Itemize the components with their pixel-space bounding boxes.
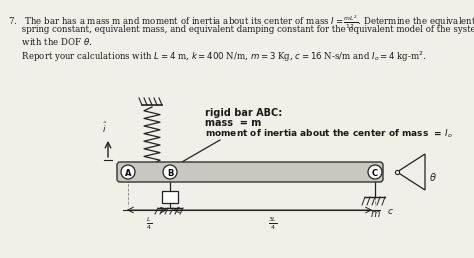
Circle shape	[121, 165, 135, 179]
Text: spring constant, equivalent mass, and equivalent damping constant for the equiva: spring constant, equivalent mass, and eq…	[8, 25, 474, 34]
Text: mass  = m: mass = m	[205, 118, 261, 128]
FancyBboxPatch shape	[117, 162, 383, 182]
Text: $\frac{L}{4}$: $\frac{L}{4}$	[146, 215, 152, 232]
Text: rigid bar ABC:: rigid bar ABC:	[205, 108, 282, 118]
Text: $m$: $m$	[370, 209, 381, 219]
Text: B: B	[167, 168, 173, 178]
Text: C: C	[372, 168, 378, 178]
Circle shape	[163, 165, 177, 179]
Circle shape	[368, 165, 382, 179]
Text: A: A	[125, 168, 131, 178]
Text: moment of inertia about the center of mass  = $I_o$: moment of inertia about the center of ma…	[205, 128, 453, 141]
Text: $\theta$: $\theta$	[429, 171, 437, 183]
Text: 7.   The bar has a mass m and moment of inertia about its center of mass $I = \f: 7. The bar has a mass m and moment of in…	[8, 14, 474, 31]
Bar	[162, 191, 178, 203]
Text: with the DOF $\theta$.: with the DOF $\theta$.	[8, 36, 92, 47]
Text: $c$: $c$	[387, 207, 394, 216]
Text: Report your calculations with $L = 4$ m, $k = 400$ N/m, $m = 3$ Kg, $c = 16$ N-s: Report your calculations with $L = 4$ m,…	[8, 50, 427, 64]
Text: $\frac{3L}{4}$: $\frac{3L}{4}$	[268, 215, 277, 232]
Text: $\hat{i}$: $\hat{i}$	[102, 120, 108, 135]
